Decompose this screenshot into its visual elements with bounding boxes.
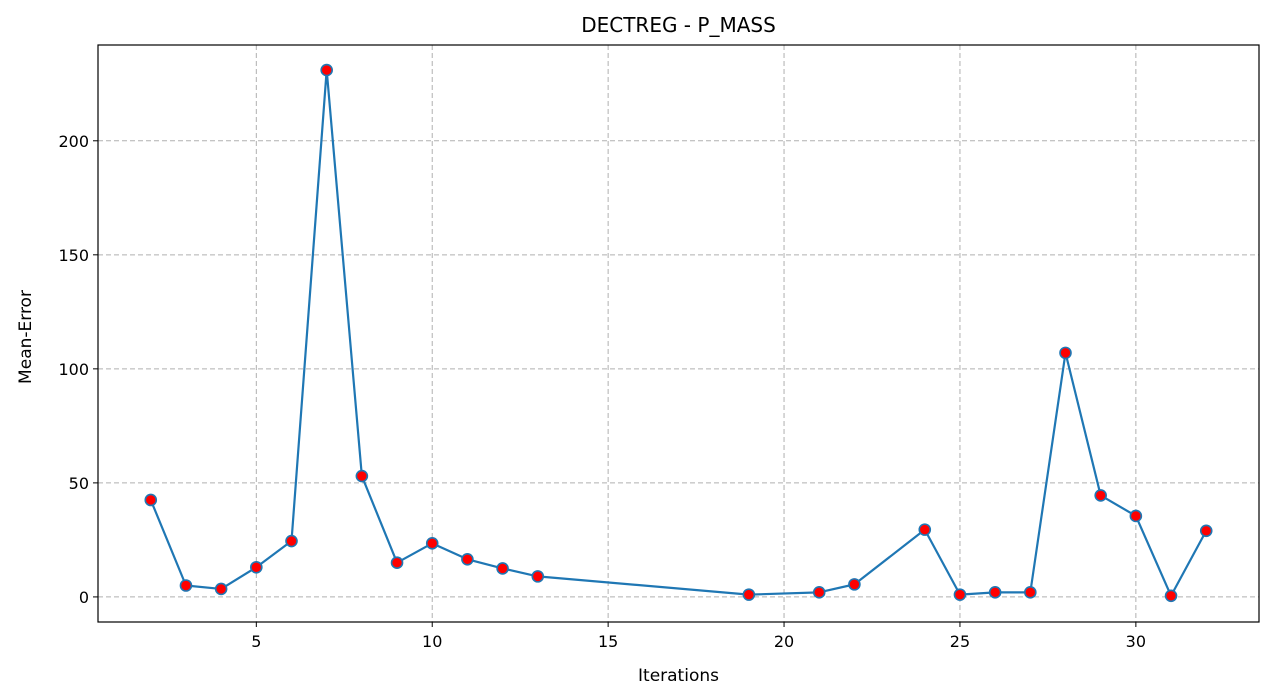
data-point	[988, 586, 1002, 599]
data-point	[285, 534, 298, 548]
data-point	[742, 588, 756, 601]
data-point	[953, 588, 967, 601]
y-tick-label: 50	[69, 474, 89, 493]
x-tick-label: 20	[774, 632, 794, 651]
y-tick-label: 150	[58, 246, 89, 265]
x-tick-label: 30	[1126, 632, 1146, 651]
data-point	[355, 469, 369, 483]
data-point	[250, 560, 263, 574]
data-point	[1024, 586, 1037, 599]
y-axis-label: Mean-Error	[16, 290, 36, 384]
x-tick-label: 25	[950, 632, 970, 651]
plot-frame	[97, 44, 1260, 623]
x-axis-label: Iterations	[638, 666, 719, 686]
data-point	[144, 493, 158, 507]
data-point	[1094, 489, 1107, 502]
data-point	[1129, 509, 1143, 523]
data-point	[461, 552, 474, 566]
x-tick-label: 5	[251, 632, 261, 651]
data-point	[531, 570, 545, 583]
axis-ticks: 5 10 15 20 25 30 0 50 100 150 200	[58, 132, 1146, 651]
data-point	[918, 523, 932, 536]
data-point	[812, 586, 826, 599]
data-point	[320, 63, 333, 77]
grid	[98, 45, 1259, 622]
series-line	[149, 68, 1208, 597]
series	[144, 63, 1213, 603]
y-tick-label: 200	[58, 132, 89, 151]
data-point	[425, 537, 439, 550]
y-tick-label: 100	[58, 360, 89, 379]
y-tick-label: 0	[79, 588, 89, 607]
data-point	[496, 562, 509, 575]
data-point	[1199, 524, 1213, 538]
x-tick-label: 10	[422, 632, 442, 651]
data-point	[1059, 346, 1072, 360]
data-point	[390, 556, 404, 570]
data-point	[179, 579, 193, 592]
data-point	[214, 582, 228, 596]
data-point	[1164, 589, 1178, 603]
data-point	[848, 578, 861, 591]
chart-title: DECTREG - P_MASS	[581, 13, 776, 37]
x-tick-label: 15	[598, 632, 618, 651]
